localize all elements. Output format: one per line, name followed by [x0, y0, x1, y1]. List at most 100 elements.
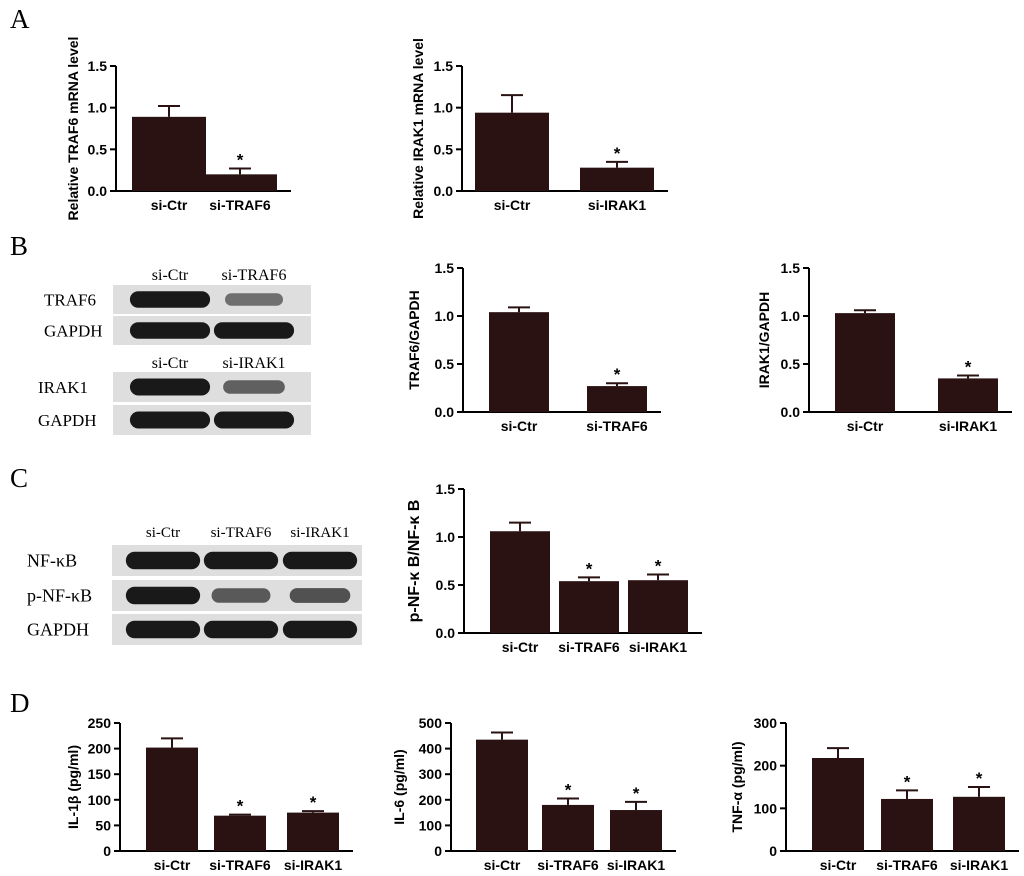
y-tick-label: 0.5 — [434, 141, 454, 157]
significance-marker: * — [655, 556, 662, 575]
lane-label: si-TRAF6 — [222, 267, 287, 284]
y-tick-label: 1.0 — [88, 100, 108, 116]
y-tick-label: 150 — [88, 766, 112, 782]
category-label: si-TRAF6 — [586, 418, 648, 434]
panel-letter-d: D — [10, 688, 30, 718]
chart-a2: 0.0 0.5 1.0 1.5 Relative IRAK1 mRNA level si-… — [410, 38, 668, 219]
chart-b1: 0.0 0.5 1.0 1.5 TRAF6/GAPDH si-Ctr * si-TRAF6 — [406, 260, 661, 434]
blot-band — [129, 291, 211, 308]
category-label: si-Ctr — [154, 857, 191, 873]
blot-band — [213, 322, 295, 339]
y-tick-label: 1.0 — [436, 529, 456, 545]
blot-band — [282, 620, 358, 639]
y-axis-title: TRAF6/GAPDH — [406, 290, 422, 390]
category-label: si-IRAK1 — [607, 857, 666, 873]
y-tick-label: 0.0 — [434, 183, 454, 199]
bar — [287, 812, 339, 851]
category-label: si-IRAK1 — [284, 857, 343, 873]
bar — [214, 815, 266, 851]
category-label: si-TRAF6 — [537, 857, 599, 873]
y-tick-label: 200 — [419, 792, 443, 808]
y-tick-label: 1.0 — [435, 308, 455, 324]
category-label: si-TRAF6 — [558, 639, 620, 655]
category-label: si-IRAK1 — [939, 418, 998, 434]
blot-band — [211, 588, 271, 603]
bar — [881, 798, 933, 851]
blot-band — [282, 551, 358, 570]
y-tick-label: 1.5 — [781, 260, 801, 276]
y-tick-label: 0.5 — [88, 141, 108, 157]
lane-label: si-Ctr — [152, 267, 189, 284]
y-tick-label: 100 — [419, 817, 443, 833]
category-label: si-TRAF6 — [209, 857, 271, 873]
blot-band — [129, 411, 211, 429]
category-label: si-TRAF6 — [209, 197, 271, 213]
panel-letter-a: A — [10, 4, 30, 34]
blot-band — [224, 293, 284, 306]
bar — [587, 386, 647, 412]
y-tick-label: 0.5 — [435, 356, 455, 372]
y-axis-title: TNF-α (pg/ml) — [729, 741, 745, 832]
lane-label: si-Ctr — [152, 355, 189, 372]
lane-label: si-IRAK1 — [290, 525, 349, 541]
blot-band — [125, 620, 201, 639]
panel-letter-b: B — [10, 231, 28, 261]
panel-letter-c: C — [10, 463, 28, 493]
bar — [628, 580, 688, 633]
category-label: si-IRAK1 — [950, 857, 1009, 873]
bar — [559, 581, 619, 633]
bar — [812, 757, 864, 851]
bar — [475, 112, 549, 191]
blot-band — [289, 588, 351, 603]
bar — [542, 804, 594, 851]
y-tick-label: 100 — [754, 800, 778, 816]
significance-marker: * — [633, 784, 640, 803]
y-tick-label: 0 — [769, 843, 777, 859]
row-label: p-NF-κB — [27, 586, 92, 606]
category-label: si-Ctr — [494, 197, 531, 213]
row-label: TRAF6 — [44, 291, 96, 310]
bar — [610, 810, 662, 851]
blot-band — [125, 551, 201, 570]
y-tick-label: 50 — [95, 817, 111, 833]
y-tick-label: 100 — [88, 792, 112, 808]
category-label: si-Ctr — [151, 197, 188, 213]
y-tick-label: 0.0 — [435, 404, 455, 420]
y-tick-label: 1.5 — [436, 481, 456, 497]
y-tick-label: 1.5 — [88, 58, 108, 74]
significance-marker: * — [237, 797, 244, 816]
chart-d3: 0 100 200 300 TNF-α (pg/ml) si-Ctr * si-TRAF6 * s… — [729, 715, 1019, 873]
y-tick-label: 0.0 — [436, 625, 456, 641]
bar — [132, 116, 206, 191]
y-tick-label: 1.5 — [434, 58, 454, 74]
blot-band — [129, 378, 211, 396]
row-label: GAPDH — [38, 411, 97, 430]
row-label: GAPDH — [44, 322, 103, 341]
lane-label: si-TRAF6 — [211, 525, 272, 541]
blot-band — [203, 620, 279, 639]
chart-c1: 0.0 0.5 1.0 1.5 p-NF-κ B/NF-κ B si-Ctr * si-TRA… — [406, 481, 702, 655]
category-label: si-IRAK1 — [629, 639, 688, 655]
category-label: si-Ctr — [847, 418, 884, 434]
y-tick-label: 1.5 — [435, 260, 455, 276]
row-label: IRAK1 — [38, 378, 88, 397]
significance-marker: * — [965, 358, 972, 377]
bar — [476, 739, 528, 851]
y-tick-label: 0 — [103, 843, 111, 859]
bar — [146, 747, 198, 851]
blot-band — [129, 322, 211, 339]
bar — [203, 174, 277, 191]
blot-band — [223, 380, 285, 394]
category-label: si-Ctr — [820, 857, 857, 873]
significance-marker: * — [904, 772, 911, 791]
category-label: si-Ctr — [484, 857, 521, 873]
significance-marker: * — [614, 144, 621, 163]
y-tick-label: 0.0 — [781, 404, 801, 420]
y-tick-label: 1.0 — [781, 308, 801, 324]
y-tick-label: 200 — [88, 741, 112, 757]
blot-band — [125, 586, 201, 605]
y-tick-label: 300 — [754, 715, 778, 731]
y-axis-title: Relative IRAK1 mRNA level — [410, 38, 426, 219]
bar — [489, 312, 549, 412]
row-label: GAPDH — [27, 620, 89, 640]
